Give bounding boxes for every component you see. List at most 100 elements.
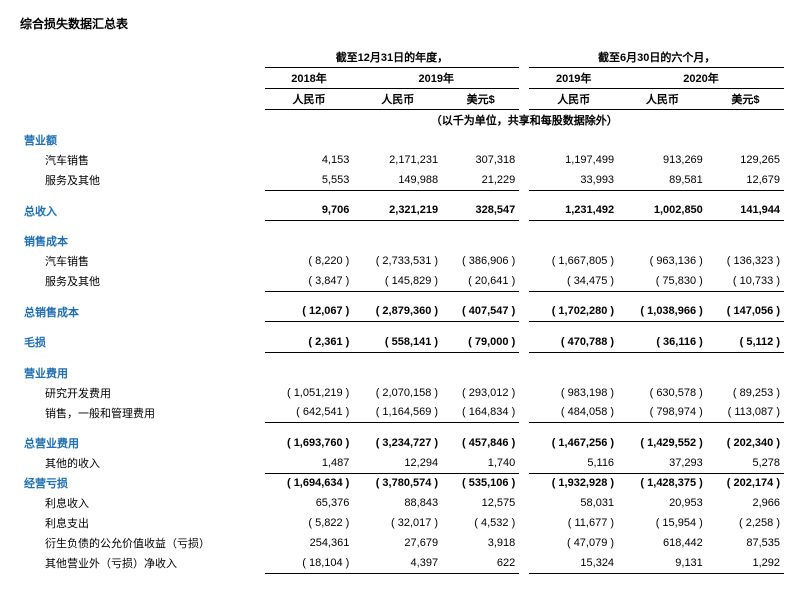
cell: 9,131: [618, 553, 707, 573]
cell: ( 202,174 ): [707, 473, 784, 493]
cell: 254,361: [265, 533, 354, 553]
cur-rmb1: 人民币: [265, 89, 354, 110]
cell: ( 1,694,634 ): [265, 473, 354, 493]
col-2019b: 2019年: [529, 68, 618, 89]
cell: 913,269: [618, 150, 707, 170]
lbl-total-rev: 总收入: [20, 201, 265, 221]
cell: ( 89,253 ): [707, 383, 784, 403]
cell: ( 798,974 ): [618, 403, 707, 423]
cell: 1,487: [265, 453, 354, 473]
cell: ( 2,361 ): [265, 332, 354, 352]
cell: ( 202,340 ): [707, 433, 784, 453]
cell: 328,547: [442, 201, 519, 221]
cell: 149,988: [353, 170, 442, 190]
row-rd: 研究开发费用 ( 1,051,219 ) ( 2,070,158 ) ( 293…: [20, 383, 784, 403]
cell: ( 2,070,158 ): [353, 383, 442, 403]
period2-header: 截至6月30日的六个月，: [529, 47, 784, 68]
cell: 2,321,219: [353, 201, 442, 221]
cell: 3,918: [442, 533, 519, 553]
cell: ( 1,164,569 ): [353, 403, 442, 423]
cell: 2,966: [707, 493, 784, 513]
cell: 5,278: [707, 453, 784, 473]
cell: 87,535: [707, 533, 784, 553]
row-sga: 销售，一般和管理费用 ( 642,541 ) ( 1,164,569 ) ( 1…: [20, 403, 784, 423]
cell: 27,679: [353, 533, 442, 553]
cell: ( 3,234,727 ): [353, 433, 442, 453]
cell: ( 8,220 ): [265, 251, 354, 271]
row-total-cost: 总销售成本 ( 12,067 ) ( 2,879,360 ) ( 407,547…: [20, 302, 784, 322]
cell: ( 5,112 ): [707, 332, 784, 352]
cell: ( 535,106 ): [442, 473, 519, 493]
cur-usd2: 美元$: [707, 89, 784, 110]
col-2020: 2020年: [618, 68, 784, 89]
cell: ( 3,780,574 ): [353, 473, 442, 493]
cell: ( 407,547 ): [442, 302, 519, 322]
cell: ( 2,733,531 ): [353, 251, 442, 271]
cell: 4,153: [265, 150, 354, 170]
lbl-total-cost: 总销售成本: [20, 302, 265, 322]
sec-revenue: 营业额: [20, 130, 265, 150]
cell: 21,229: [442, 170, 519, 190]
cell: ( 1,429,552 ): [618, 433, 707, 453]
lbl-other-inc: 其他的收入: [20, 453, 265, 473]
cell: 12,294: [353, 453, 442, 473]
lbl-rd: 研究开发费用: [20, 383, 265, 403]
cell: ( 11,677 ): [529, 513, 618, 533]
cell: 37,293: [618, 453, 707, 473]
cell: ( 1,467,256 ): [529, 433, 618, 453]
cell: 4,397: [353, 553, 442, 573]
cell: ( 983,198 ): [529, 383, 618, 403]
cell: 89,581: [618, 170, 707, 190]
col-2019a: 2019年: [353, 68, 519, 89]
row-cost-car: 汽车销售 ( 8,220 ) ( 2,733,531 ) ( 386,906 )…: [20, 251, 784, 271]
cell: ( 3,847 ): [265, 271, 354, 291]
cell: 58,031: [529, 493, 618, 513]
row-gross-loss: 毛损 ( 2,361 ) ( 558,141 ) ( 79,000 ) ( 47…: [20, 332, 784, 352]
cell: ( 34,475 ): [529, 271, 618, 291]
cell: ( 963,136 ): [618, 251, 707, 271]
col-2018: 2018年: [265, 68, 354, 89]
cell: 5,553: [265, 170, 354, 190]
row-other-inc: 其他的收入 1,487 12,294 1,740 5,116 37,293 5,…: [20, 453, 784, 473]
financial-table: 截至12月31日的年度， 截至6月30日的六个月， 2018年 2019年 20…: [20, 47, 784, 574]
row-car-sales: 汽车销售 4,153 2,171,231 307,318 1,197,499 9…: [20, 150, 784, 170]
cell: ( 470,788 ): [529, 332, 618, 352]
cell: 618,442: [618, 533, 707, 553]
cell: 12,575: [442, 493, 519, 513]
cur-rmb3: 人民币: [529, 89, 618, 110]
cell: ( 136,323 ): [707, 251, 784, 271]
lbl-gross-loss: 毛损: [20, 332, 265, 352]
lbl-cost-srv: 服务及其他: [20, 271, 265, 291]
cell: 1,231,492: [529, 201, 618, 221]
cell: ( 145,829 ): [353, 271, 442, 291]
cell: ( 2,258 ): [707, 513, 784, 533]
cell: ( 113,087 ): [707, 403, 784, 423]
cell: ( 1,932,928 ): [529, 473, 618, 493]
cell: 12,679: [707, 170, 784, 190]
row-total-opex: 总营业费用 ( 1,693,760 ) ( 3,234,727 ) ( 457,…: [20, 433, 784, 453]
cell: ( 20,641 ): [442, 271, 519, 291]
row-other-nonop: 其他营业外（亏损）净收入 ( 18,104 ) 4,397 622 15,324…: [20, 553, 784, 573]
cell: 33,993: [529, 170, 618, 190]
cell: ( 2,879,360 ): [353, 302, 442, 322]
unit-note: （以千为单位，共享和每股数据除外）: [265, 110, 784, 131]
cell: 5,116: [529, 453, 618, 473]
cell: ( 1,693,760 ): [265, 433, 354, 453]
cell: 1,197,499: [529, 150, 618, 170]
cell: ( 75,830 ): [618, 271, 707, 291]
cell: ( 5,822 ): [265, 513, 354, 533]
row-total-revenue: 总收入 9,706 2,321,219 328,547 1,231,492 1,…: [20, 201, 784, 221]
cell: 2,171,231: [353, 150, 442, 170]
cell: ( 32,017 ): [353, 513, 442, 533]
row-int-exp: 利息支出 ( 5,822 ) ( 32,017 ) ( 4,532 ) ( 11…: [20, 513, 784, 533]
cell: 65,376: [265, 493, 354, 513]
lbl-service: 服务及其他: [20, 170, 265, 190]
row-cost-srv: 服务及其他 ( 3,847 ) ( 145,829 ) ( 20,641 ) (…: [20, 271, 784, 291]
cell: ( 18,104 ): [265, 553, 354, 573]
cell: 1,002,850: [618, 201, 707, 221]
cell: 88,843: [353, 493, 442, 513]
sec-opex: 营业费用: [20, 363, 265, 383]
cell: ( 1,428,375 ): [618, 473, 707, 493]
cell: ( 4,532 ): [442, 513, 519, 533]
lbl-deriv: 衍生负债的公允价值收益（亏损）: [20, 533, 265, 553]
